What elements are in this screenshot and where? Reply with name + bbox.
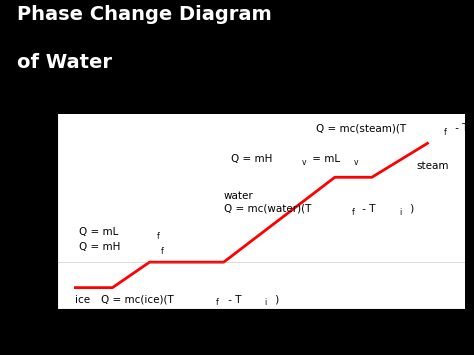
Text: Q = mL: Q = mL (79, 228, 118, 237)
Text: water: water (224, 191, 254, 201)
Text: - T: - T (226, 295, 242, 305)
Text: - T: - T (452, 123, 468, 133)
Text: Q = mH: Q = mH (79, 242, 120, 252)
Text: Q = mH: Q = mH (231, 154, 273, 164)
Text: v: v (301, 158, 306, 167)
Text: = mL: = mL (309, 154, 340, 164)
Text: Phase Change Diagram: Phase Change Diagram (17, 5, 272, 24)
Text: Q = mc(water)(T: Q = mc(water)(T (224, 204, 311, 214)
Text: of Water: of Water (17, 53, 112, 72)
Text: f: f (157, 232, 160, 241)
Y-axis label: temperature, in deg C: temperature, in deg C (13, 157, 23, 265)
Text: Q = mc(steam)(T: Q = mc(steam)(T (316, 123, 406, 133)
Text: ): ) (407, 204, 414, 214)
Text: ice: ice (75, 295, 91, 305)
Text: steam: steam (416, 161, 449, 171)
Text: v: v (353, 158, 358, 167)
Text: f: f (444, 128, 447, 137)
Text: Q = mc(ice)(T: Q = mc(ice)(T (101, 295, 174, 305)
Text: Heat added, in J: Heat added, in J (386, 322, 465, 333)
Text: f: f (216, 299, 219, 307)
Text: f: f (161, 247, 164, 256)
Text: i: i (400, 208, 402, 217)
Text: - T: - T (359, 204, 375, 214)
Text: f: f (352, 208, 354, 217)
Text: ): ) (272, 295, 279, 305)
Text: i: i (264, 299, 267, 307)
